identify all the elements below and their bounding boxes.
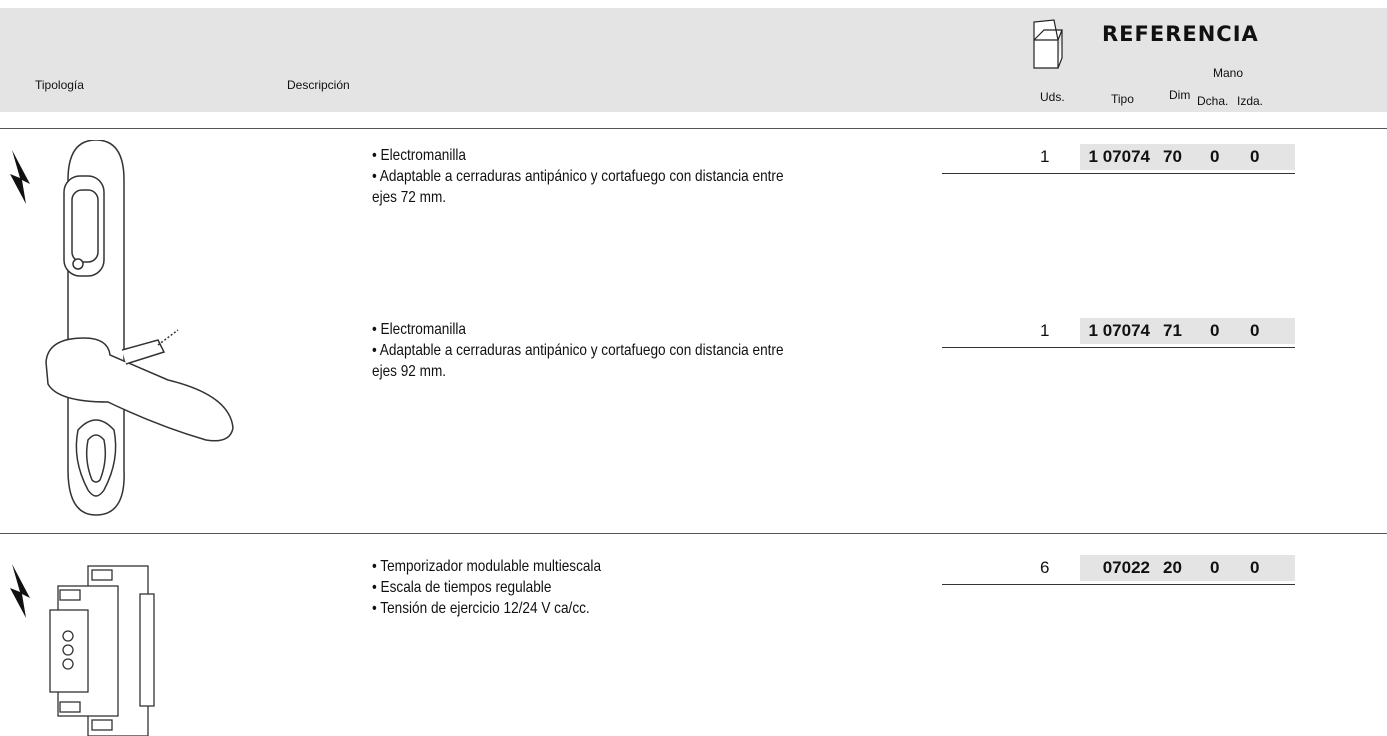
reference-background <box>1080 144 1295 170</box>
handle-illustration <box>45 140 234 516</box>
description-line: • Tensión de ejercicio 12/24 V ca/cc. <box>372 600 590 617</box>
ref-dim: 20 <box>1163 558 1182 577</box>
ref-izda: 0 <box>1250 321 1260 340</box>
header-uds: Uds. <box>1040 90 1065 104</box>
description-line: • Temporizador modulable multiescala <box>372 558 602 575</box>
reference-background <box>1080 318 1295 344</box>
electric-icon <box>10 150 30 204</box>
description: • Temporizador modulable multiescala • Es… <box>372 556 601 619</box>
timer-illustration <box>49 565 155 736</box>
header-descripcion: Descripción <box>287 78 350 92</box>
ref-dim: 71 <box>1163 321 1182 340</box>
box-icon <box>1033 19 1063 69</box>
reference-underline <box>942 347 1295 348</box>
ref-izda: 0 <box>1250 147 1260 166</box>
row-separator <box>0 128 1387 129</box>
header-tipo: Tipo <box>1111 92 1134 106</box>
ref-tipo: 1 07074 <box>1088 321 1150 340</box>
ref-dim: 70 <box>1163 147 1182 166</box>
header-dim: Dim <box>1169 88 1191 102</box>
description-line: • Adaptable a cerraduras antipánico y co… <box>372 168 784 185</box>
electric-icon <box>10 564 30 618</box>
ref-izda: 0 <box>1250 558 1260 577</box>
units: 1 <box>1040 147 1050 166</box>
description-line: • Electromanilla <box>372 321 466 338</box>
header-tipologia: Tipología <box>35 78 84 92</box>
ref-tipo: 1 07074 <box>1088 147 1150 166</box>
description-line: ejes 72 mm. <box>372 189 447 206</box>
description-line: ejes 92 mm. <box>372 363 447 380</box>
description-line: • Escala de tiempos regulable <box>372 579 552 596</box>
header-referencia: REFERENCIA <box>1102 22 1259 46</box>
ref-dcha: 0 <box>1210 558 1220 577</box>
units: 6 <box>1040 558 1050 577</box>
reference-background <box>1080 555 1295 581</box>
description-line: • Adaptable a cerraduras antipánico y co… <box>372 342 784 359</box>
ref-dcha: 0 <box>1210 147 1220 166</box>
reference-underline <box>942 173 1295 174</box>
row-separator <box>0 533 1387 534</box>
header-mano: Mano <box>1213 66 1244 80</box>
description: • Electromanilla • Adaptable a cerraduras… <box>372 145 784 208</box>
header-izda: Izda. <box>1237 94 1264 108</box>
units: 1 <box>1040 321 1050 340</box>
ref-tipo: 07022 <box>1102 558 1150 577</box>
reference-underline <box>942 584 1295 585</box>
description-line: • Electromanilla <box>372 147 466 164</box>
table-header <box>0 8 1387 112</box>
description: • Electromanilla • Adaptable a cerraduras… <box>372 319 784 382</box>
ref-dcha: 0 <box>1210 321 1220 340</box>
header-dcha: Dcha. <box>1197 94 1229 108</box>
